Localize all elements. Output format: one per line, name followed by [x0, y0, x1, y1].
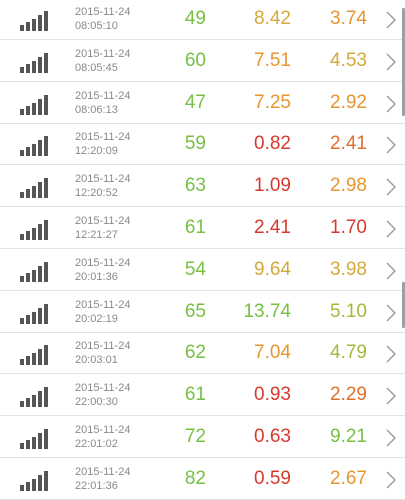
chevron-right-icon[interactable] [385, 178, 397, 196]
result-date: 2015-11-24 [75, 131, 131, 144]
upload-value: 2.92 [330, 91, 367, 113]
ping-value: 62 [184, 342, 206, 364]
download-value: 2.41 [254, 217, 291, 238]
download-value: 13.74 [243, 300, 291, 322]
chevron-right-icon[interactable] [385, 262, 397, 280]
download-value: 0.63 [254, 426, 291, 447]
signal-bars-icon [20, 261, 54, 282]
result-row[interactable]: 2015-11-24 08:06:13 47 7.25 2.92 [0, 82, 405, 124]
result-time: 22:00:30 [75, 396, 118, 409]
download-value: 0.93 [254, 384, 291, 406]
ping-value: 60 [184, 49, 206, 71]
download-value: 9.64 [254, 258, 291, 280]
scrollbar-lower [402, 282, 405, 328]
ping-value: 59 [184, 133, 206, 155]
upload-value: 3.74 [330, 8, 367, 29]
signal-bars-icon [20, 387, 54, 408]
signal-bars-icon [20, 470, 54, 491]
ping-value: 47 [184, 91, 206, 113]
upload-value: 2.67 [330, 467, 367, 489]
ping-value: 63 [184, 175, 206, 197]
result-row[interactable]: 2015-11-24 08:05:45 60 7.51 4.53 [0, 40, 405, 82]
chevron-right-icon[interactable] [385, 136, 397, 154]
signal-bars-icon [20, 429, 54, 449]
upload-value: 2.41 [330, 133, 367, 155]
signal-bars-icon [20, 178, 54, 199]
result-time: 22:01:36 [75, 479, 118, 492]
result-row[interactable]: 2015-11-24 12:20:52 63 1.09 2.98 [0, 166, 405, 208]
result-time: 20:02:19 [75, 312, 118, 325]
chevron-right-icon[interactable] [385, 95, 397, 113]
chevron-right-icon[interactable] [385, 220, 397, 238]
chevron-right-icon[interactable] [385, 304, 397, 322]
result-date: 2015-11-24 [75, 424, 131, 436]
chevron-right-icon[interactable] [385, 53, 397, 71]
upload-value: 2.98 [330, 175, 367, 197]
result-date: 2015-11-24 [75, 6, 131, 18]
chevron-right-icon[interactable] [385, 387, 397, 405]
download-value: 0.82 [254, 133, 291, 155]
result-row[interactable]: 2015-11-24 20:03:01 62 7.04 4.79 [0, 333, 405, 375]
download-value: 0.59 [254, 467, 291, 489]
result-time: 12:21:27 [75, 229, 118, 241]
result-date: 2015-11-24 [75, 382, 131, 395]
ping-value: 82 [184, 467, 206, 489]
result-date: 2015-11-24 [75, 256, 131, 269]
result-time: 22:01:02 [75, 438, 118, 450]
upload-value: 9.21 [330, 426, 367, 447]
ping-value: 61 [184, 217, 206, 238]
result-time: 08:06:13 [75, 103, 118, 116]
result-date: 2015-11-24 [75, 47, 131, 60]
upload-value: 4.53 [330, 49, 367, 71]
download-value: 8.42 [254, 8, 291, 29]
download-value: 1.09 [254, 175, 291, 197]
result-row[interactable]: 2015-11-24 08:05:10 49 8.42 3.74 [0, 0, 405, 40]
signal-bars-icon [20, 345, 54, 366]
download-value: 7.25 [254, 91, 291, 113]
signal-bars-icon [20, 52, 54, 73]
signal-bars-icon [20, 11, 54, 31]
result-date: 2015-11-24 [75, 465, 131, 478]
result-row[interactable]: 2015-11-24 22:01:02 72 0.63 9.21 [0, 417, 405, 458]
chevron-right-icon[interactable] [385, 429, 397, 447]
upload-value: 5.10 [330, 300, 367, 322]
result-row[interactable]: 2015-11-24 20:01:36 54 9.64 3.98 [0, 249, 405, 291]
result-date: 2015-11-24 [75, 89, 131, 102]
result-time: 20:01:36 [75, 270, 118, 283]
result-time: 12:20:09 [75, 145, 118, 158]
upload-value: 3.98 [330, 258, 367, 280]
download-value: 7.04 [254, 342, 291, 364]
result-row[interactable]: 2015-11-24 12:21:27 61 2.41 1.70 [0, 208, 405, 249]
result-time: 20:03:01 [75, 354, 118, 367]
chevron-right-icon[interactable] [385, 345, 397, 363]
signal-bars-icon [20, 220, 54, 240]
signal-bars-icon [20, 303, 54, 324]
ping-value: 61 [184, 384, 206, 406]
result-date: 2015-11-24 [75, 215, 131, 227]
scrollbar[interactable] [402, 8, 405, 116]
result-date: 2015-11-24 [75, 298, 131, 311]
chevron-right-icon[interactable] [385, 11, 397, 29]
ping-value: 65 [184, 300, 206, 322]
result-time: 08:05:45 [75, 61, 118, 74]
ping-value: 72 [184, 426, 206, 447]
download-value: 7.51 [254, 49, 291, 71]
signal-bars-icon [20, 94, 54, 115]
signal-bars-icon [20, 136, 54, 157]
result-date: 2015-11-24 [75, 340, 131, 353]
upload-value: 4.79 [330, 342, 367, 364]
upload-value: 2.29 [330, 384, 367, 406]
result-time: 12:20:52 [75, 187, 118, 200]
chevron-right-icon[interactable] [385, 471, 397, 489]
result-row[interactable]: 2015-11-24 20:02:19 65 13.74 5.10 [0, 291, 405, 333]
result-row[interactable]: 2015-11-24 22:00:30 61 0.93 2.29 [0, 375, 405, 417]
result-row[interactable]: 2015-11-24 22:01:36 82 0.59 2.67 [0, 458, 405, 500]
result-row[interactable]: 2015-11-24 12:20:09 59 0.82 2.41 [0, 124, 405, 166]
result-date: 2015-11-24 [75, 173, 131, 186]
ping-value: 49 [184, 8, 206, 29]
upload-value: 1.70 [330, 217, 367, 238]
ping-value: 54 [184, 258, 206, 280]
result-time: 08:05:10 [75, 20, 118, 32]
